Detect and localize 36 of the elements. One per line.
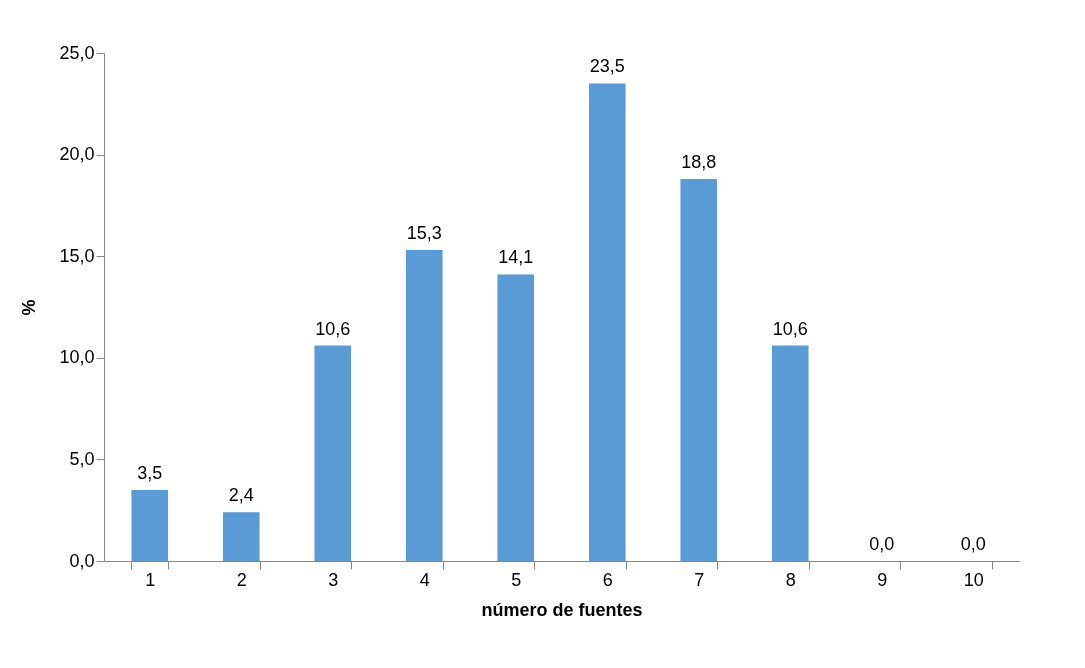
x-tick-label: 8 [785, 569, 796, 590]
bar [771, 345, 809, 561]
y-tick-label: 10,0 [59, 347, 95, 368]
bar [314, 345, 352, 561]
data-label: 10,6 [315, 318, 351, 339]
x-tick-label: 4 [419, 569, 430, 590]
data-label: 23,5 [589, 56, 625, 77]
data-label: 15,3 [406, 223, 442, 244]
bar [131, 489, 169, 561]
bar [405, 250, 443, 561]
data-label: 0,0 [869, 534, 895, 554]
data-label: 2,4 [228, 485, 254, 506]
x-tick-label: 1 [145, 569, 156, 590]
bar [680, 178, 718, 561]
x-tick-label: 5 [511, 569, 522, 590]
bar [222, 512, 260, 561]
x-axis-title: número de fuentes [481, 599, 643, 620]
y-tick-label: 15,0 [59, 245, 95, 266]
y-tick-label: 25,0 [59, 42, 95, 63]
x-tick-label: 7 [694, 569, 705, 590]
data-label: 0,0 [960, 534, 986, 554]
x-tick-label: 10 [963, 569, 984, 590]
bar [588, 83, 626, 561]
y-axis-title: % [19, 299, 40, 316]
data-label: 18,8 [681, 151, 717, 172]
y-tick-label: 20,0 [59, 144, 95, 165]
data-label: 10,6 [772, 318, 808, 339]
y-tick-label: 5,0 [69, 448, 95, 469]
data-label: 14,1 [498, 247, 534, 268]
bar [497, 274, 535, 561]
x-tick-label: 2 [236, 569, 247, 590]
y-tick-label: 0,0 [69, 550, 95, 571]
x-tick-label: 3 [328, 569, 339, 590]
x-tick-label: 9 [877, 569, 888, 590]
data-label: 3,5 [137, 462, 163, 483]
x-tick-label: 6 [602, 569, 613, 590]
